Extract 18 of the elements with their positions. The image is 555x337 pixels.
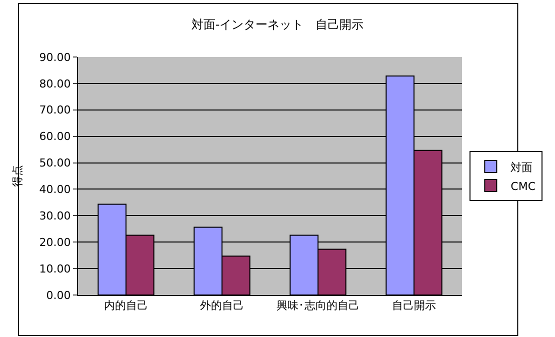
y-tick-label: 0.00: [46, 288, 71, 302]
y-axis-title: 得点: [10, 165, 24, 187]
chart-title: 対面-インターネット 自己開示: [191, 18, 364, 32]
legend-label: CMC: [510, 180, 536, 193]
legend-label: 対面: [510, 160, 533, 174]
y-tick-label: 40.00: [39, 183, 71, 196]
y-tick-label: 10.00: [39, 262, 71, 276]
y-tick-label: 30.00: [39, 210, 71, 223]
x-tick-label: 興味･志向的自己: [276, 299, 360, 312]
x-tick-label: 内的自己: [104, 299, 148, 312]
x-tick-label: 外的自己: [200, 299, 244, 312]
y-tick-label: 70.00: [39, 104, 71, 117]
y-tick-label: 50.00: [39, 156, 71, 170]
y-tick-label: 90.00: [39, 50, 71, 64]
y-tick-label: 80.00: [39, 77, 71, 90]
y-tick-label: 20.00: [39, 236, 71, 249]
x-tick-label: 自己開示: [392, 299, 436, 312]
y-tick-label: 60.00: [39, 130, 71, 144]
